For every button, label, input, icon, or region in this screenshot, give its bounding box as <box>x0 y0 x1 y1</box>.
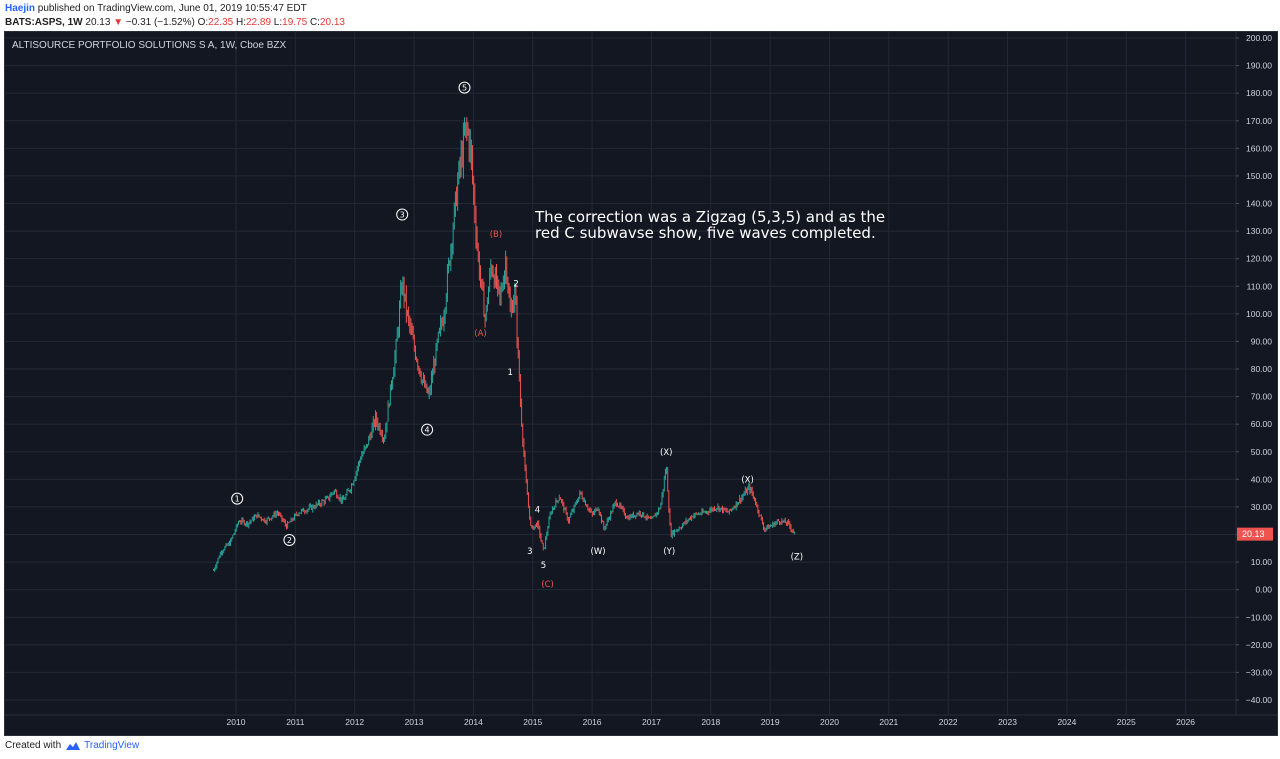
wave-label: (X) <box>660 448 672 458</box>
wave-label: 2 <box>287 536 292 545</box>
x-tick-label: 2012 <box>345 717 364 727</box>
y-tick-label: 130.00 <box>1246 226 1272 236</box>
x-tick-label: 2010 <box>227 717 246 727</box>
tradingview-link[interactable]: TradingView <box>65 740 139 751</box>
x-tick-label: 2021 <box>879 717 898 727</box>
wave-label: (A) <box>474 329 486 339</box>
candles <box>212 117 795 572</box>
open-value: 22.35 <box>208 17 234 28</box>
annotation-line-2: red C subwavse show, five waves complete… <box>535 224 876 242</box>
y-tick-label: 160.00 <box>1246 143 1272 153</box>
x-tick-label: 2014 <box>464 717 483 727</box>
wave-label: 4 <box>535 506 540 516</box>
grid <box>4 31 1236 715</box>
y-tick-label: 30.00 <box>1251 502 1273 512</box>
y-tick-label: 10.00 <box>1251 557 1273 567</box>
y-tick-label: 90.00 <box>1251 336 1273 346</box>
high-value: 22.89 <box>245 17 272 28</box>
last-price-tag: 20.13 <box>1237 527 1273 541</box>
x-tick-label: 2016 <box>583 717 602 727</box>
tradingview-logo-icon <box>66 741 81 750</box>
y-tick-label: 70.00 <box>1251 392 1273 402</box>
y-tick-label: 140.00 <box>1246 199 1272 209</box>
y-tick-label: 180.00 <box>1246 88 1272 98</box>
wave-label: 3 <box>527 547 532 557</box>
wave-circle <box>283 534 296 547</box>
y-tick-label: 150.00 <box>1246 171 1272 181</box>
wave-circle <box>231 492 244 505</box>
y-axis[interactable]: 200.00 190.00 180.00 170.00 160.00 150.00 140.… <box>1235 31 1273 715</box>
wave-label: (C) <box>541 580 554 590</box>
y-tick-label: 120.00 <box>1246 254 1272 264</box>
wave-circle <box>421 423 434 436</box>
publish-line: Haejin published on TradingView.com, Jun… <box>5 3 307 14</box>
footer: Created with TradingView <box>5 740 139 751</box>
wave-label: 1 <box>507 368 512 378</box>
y-tick-label: −30.00 <box>1246 667 1273 677</box>
y-tick-label: −40.00 <box>1246 695 1273 705</box>
close-label: C: <box>309 17 320 28</box>
tradingview-brand: TradingView <box>84 740 140 751</box>
wave-circle <box>458 81 471 94</box>
wave-label: (B) <box>490 230 502 240</box>
x-tick-label: 2022 <box>939 717 958 727</box>
low-label: L: <box>273 17 283 28</box>
chart-title: ALTISOURCE PORTFOLIO SOLUTIONS S A, 1W, … <box>12 40 286 51</box>
created-with-label: Created with <box>5 740 62 751</box>
open-label: O: <box>197 17 209 28</box>
y-tick-label: 40.00 <box>1251 474 1273 484</box>
wave-label: 1 <box>235 495 240 504</box>
wave-label: (W) <box>591 547 606 557</box>
y-tick-label: 0.00 <box>1255 585 1272 595</box>
price-change: −0.31 (−1.52%) <box>125 17 195 28</box>
x-axis[interactable]: 2010 2011 2012 2013 2014 2015 2016 2017 2018 2019… <box>4 714 1278 727</box>
wave-label: 3 <box>400 211 405 220</box>
down-arrow-icon: ▼ <box>113 17 124 28</box>
y-tick-label: 60.00 <box>1251 419 1273 429</box>
last-price: 20.13 <box>85 17 111 28</box>
x-tick-label: 2024 <box>1057 717 1076 727</box>
x-tick-label: 2026 <box>1176 717 1195 727</box>
x-tick-label: 2013 <box>405 717 424 727</box>
y-tick-label: 190.00 <box>1246 61 1272 71</box>
annotation-line-1: The correction was a Zigzag (5,3,5) and … <box>534 208 885 226</box>
ohlc-line: BATS:ASPS, 1W 20.13 ▼ −0.31 (−1.52%) O:2… <box>5 17 345 28</box>
x-tick-label: 2020 <box>820 717 839 727</box>
y-tick-label: 110.00 <box>1247 281 1273 291</box>
x-tick-label: 2023 <box>998 717 1017 727</box>
wave-label: (Y) <box>663 547 675 557</box>
wave-label: (X) <box>741 475 753 485</box>
y-tick-label: 200.00 <box>1246 33 1272 43</box>
wave-label: (Z) <box>791 553 803 563</box>
x-tick-label: 2019 <box>761 717 780 727</box>
high-label: H: <box>235 17 246 28</box>
y-tick-label: −10.00 <box>1246 612 1273 622</box>
x-tick-label: 2015 <box>523 717 542 727</box>
wave-label: 4 <box>425 426 430 435</box>
last-price-tag-label: 20.13 <box>1242 529 1265 539</box>
symbol-label: BATS:ASPS, 1W <box>5 17 83 28</box>
x-tick-label: 2017 <box>642 717 661 727</box>
y-tick-label: 50.00 <box>1251 447 1273 457</box>
x-tick-label: 2025 <box>1117 717 1136 727</box>
y-tick-label: 80.00 <box>1251 364 1273 374</box>
x-tick-label: 2018 <box>701 717 720 727</box>
low-value: 19.75 <box>282 17 308 28</box>
y-tick-label: −20.00 <box>1246 640 1273 650</box>
wave-label: 2 <box>513 279 518 289</box>
publish-info: published on TradingView.com, June 01, 2… <box>37 3 307 14</box>
wave-label: 5 <box>541 561 546 571</box>
y-tick-label: 100.00 <box>1246 309 1272 319</box>
wave-label: 5 <box>462 84 467 93</box>
x-tick-label: 2011 <box>286 717 305 727</box>
wave-circle <box>396 208 409 221</box>
y-tick-label: 170.00 <box>1246 116 1272 126</box>
author-link[interactable]: Haejin <box>5 3 36 14</box>
close-value: 20.13 <box>319 17 345 28</box>
